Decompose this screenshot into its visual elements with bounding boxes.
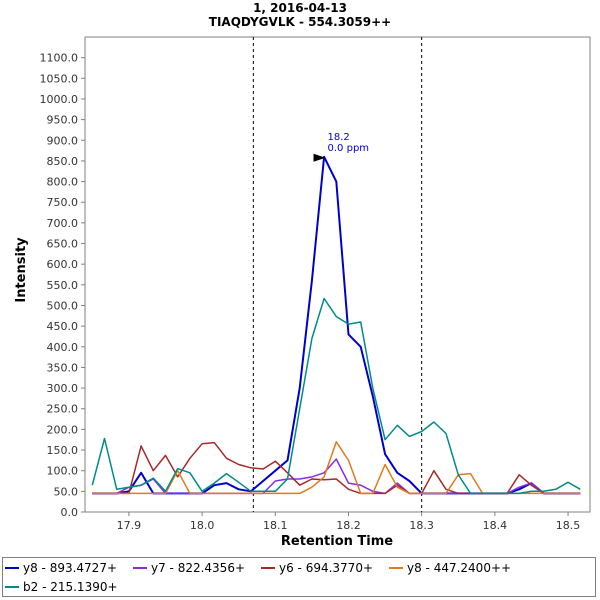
legend-swatch <box>5 567 19 569</box>
y-tick-label: 900.0 <box>47 134 79 147</box>
peak-label-line: 0.0 ppm <box>328 143 370 154</box>
y-tick-label: 500.0 <box>47 299 79 312</box>
y-tick-label: 1050.0 <box>40 72 79 85</box>
y-tick-label: 450.0 <box>47 320 79 333</box>
y-tick-label: 600.0 <box>47 258 79 271</box>
legend-swatch <box>389 567 403 569</box>
chromatogram-plot: 0.0 50.0 100.0 150.0 200.0 250.0 300.0 350.0 400… <box>14 36 591 549</box>
x-axis: 17.9 18.0 18.1 18.2 18.3 18.4 18.5 <box>117 512 581 532</box>
x-tick-label: 17.9 <box>117 519 142 532</box>
series-lines <box>91 155 581 495</box>
x-tick-label: 18.4 <box>483 519 508 532</box>
x-tick-label: 18.2 <box>336 519 361 532</box>
y-tick-label: 750.0 <box>47 196 79 209</box>
legend-label: y8 - 893.4727+ <box>23 561 118 575</box>
y-tick-label: 700.0 <box>47 217 79 230</box>
legend-label: b2 - 215.1390+ <box>23 580 118 594</box>
y-tick-label: 800.0 <box>47 176 79 189</box>
chart-subtitle: TIAQDYGVLK - 554.3059++ <box>208 15 392 29</box>
y-tick-label: 0.0 <box>61 506 79 519</box>
legend-swatch <box>133 567 147 569</box>
y-tick-label: 650.0 <box>47 238 79 251</box>
y-axis-label: Intensity <box>14 237 29 303</box>
x-axis-label: Retention Time <box>281 534 393 549</box>
y-tick-label: 250.0 <box>47 403 79 416</box>
y-tick-label: 100.0 <box>47 465 79 478</box>
legend-label: y6 - 694.3770+ <box>279 561 374 575</box>
peak-marker <box>313 153 326 162</box>
legend-item: y8 - 447.2400++ <box>389 560 511 576</box>
legend-item: b2 - 215.1390+ <box>5 579 118 595</box>
y-axis: 0.0 50.0 100.0 150.0 200.0 250.0 300.0 350.0 400… <box>40 52 85 519</box>
x-tick-label: 18.3 <box>409 519 434 532</box>
peak-label-line: 18.2 <box>328 132 350 143</box>
legend-swatch <box>5 586 19 588</box>
x-tick-label: 18.1 <box>263 519 288 532</box>
y-tick-label: 50.0 <box>54 485 79 498</box>
y-tick-label: 400.0 <box>47 341 79 354</box>
legend-item: y7 - 822.4356+ <box>133 560 245 576</box>
y-tick-label: 300.0 <box>47 382 79 395</box>
legend-label: y8 - 447.2400++ <box>407 561 512 575</box>
legend-item: y8 - 893.4727+ <box>5 560 117 576</box>
x-tick-label: 18.5 <box>556 519 581 532</box>
y-tick-label: 350.0 <box>47 361 79 374</box>
y-tick-label: 1100.0 <box>40 52 79 65</box>
y-tick-label: 1000.0 <box>40 93 79 106</box>
y-tick-label: 550.0 <box>47 279 79 292</box>
chart-title: 1, 2016-04-13 <box>253 1 347 15</box>
y-tick-label: 150.0 <box>47 444 79 457</box>
peak-annotation: 18.20.0 ppm <box>313 132 370 162</box>
y-tick-label: 850.0 <box>47 155 79 168</box>
y-tick-label: 950.0 <box>47 114 79 127</box>
legend-item: y6 - 694.3770+ <box>261 560 373 576</box>
series-line-4 <box>91 297 581 495</box>
legend-swatch <box>261 567 275 569</box>
reference-lines <box>252 37 423 512</box>
plot-area <box>84 36 591 513</box>
legend: y8 - 893.4727+ y7 - 822.4356+ y6 - 694.377… <box>2 557 596 597</box>
x-tick-label: 18.0 <box>190 519 215 532</box>
legend-label: y7 - 822.4356+ <box>151 561 246 575</box>
y-tick-label: 200.0 <box>47 423 79 436</box>
